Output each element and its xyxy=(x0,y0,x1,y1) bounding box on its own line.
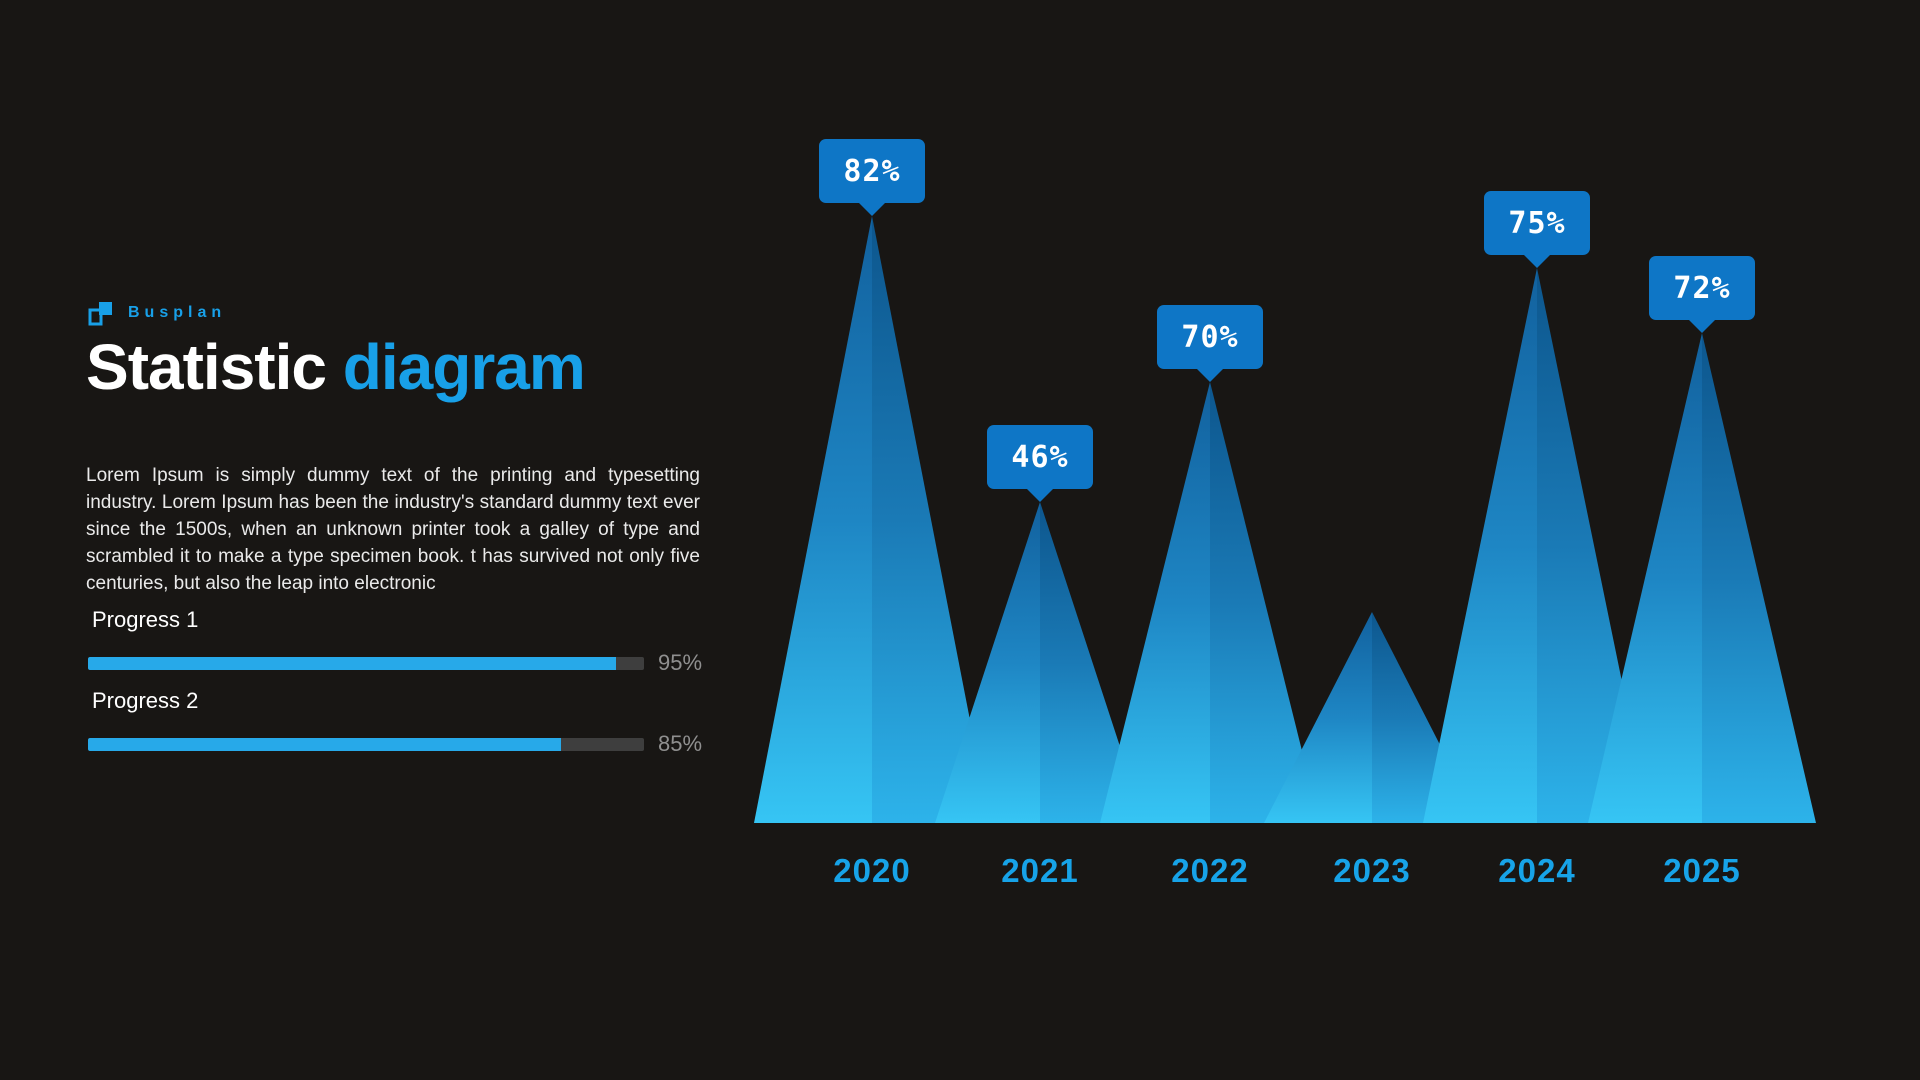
progress-group-2: Progress 2 85% xyxy=(88,687,808,757)
progress-1-value: 95% xyxy=(658,650,703,675)
progress-2-value: 85% xyxy=(658,731,703,756)
year-label-2024: 2024 xyxy=(1498,852,1576,889)
peak-value-label-2024: 75% xyxy=(1484,191,1590,255)
peak-value-label-2020: 82% xyxy=(819,139,925,203)
year-label-2023: 2023 xyxy=(1333,852,1411,889)
peak-value-label-2021: 46% xyxy=(987,425,1093,489)
year-label-2025: 2025 xyxy=(1663,852,1741,889)
brand-block: Busplan xyxy=(88,300,226,326)
progress-group-1: Progress 1 95% xyxy=(88,606,808,676)
peak-right-2022 xyxy=(1210,382,1320,823)
page-title: Statistic diagram xyxy=(86,330,586,404)
peak-left-2025 xyxy=(1588,333,1702,823)
brand-name: Busplan xyxy=(128,304,227,321)
progress-1-label: Progress 1 xyxy=(92,607,199,632)
page-title-white: Statistic xyxy=(86,331,343,403)
progress-1-fill xyxy=(88,656,617,670)
intro-paragraph: Lorem Ipsum is simply dummy text of the … xyxy=(86,465,700,594)
year-label-2020: 2020 xyxy=(833,852,911,889)
year-label-2022: 2022 xyxy=(1171,852,1249,889)
progress-1-track xyxy=(88,656,644,670)
progress-2-track xyxy=(88,737,644,751)
progress-2-row: 85% xyxy=(88,731,808,757)
peak-left-2024 xyxy=(1423,268,1537,823)
peak-left-2023 xyxy=(1264,612,1372,823)
busplan-logo-icon xyxy=(88,302,112,326)
peak-value-label-2022: 70% xyxy=(1157,305,1263,369)
year-label-2021: 2021 xyxy=(1001,852,1079,889)
peak-value-label-2025: 72% xyxy=(1649,256,1755,320)
progress-2-label: Progress 2 xyxy=(92,688,199,713)
peak-left-2021 xyxy=(935,502,1040,823)
progress-1-row: 95% xyxy=(88,650,808,676)
peak-right-2025 xyxy=(1702,333,1816,823)
progress-2-fill xyxy=(88,737,561,751)
peak-left-2020 xyxy=(754,216,872,823)
peak-right-2021 xyxy=(1040,502,1145,823)
peak-right-2020 xyxy=(872,216,990,823)
page-title-accent: diagram xyxy=(342,331,586,403)
peak-left-2022 xyxy=(1100,382,1210,823)
